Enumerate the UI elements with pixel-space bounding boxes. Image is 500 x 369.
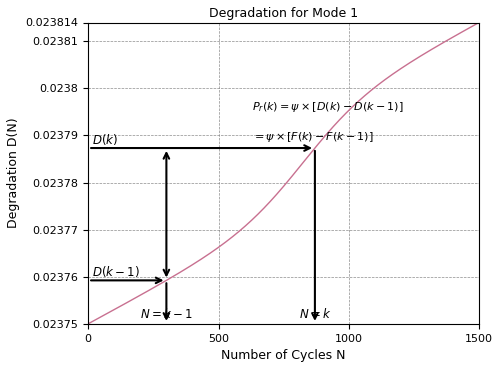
- Text: $P_r(k) = \psi\times[D(k) - D(k-1)]$: $P_r(k) = \psi\times[D(k) - D(k-1)]$: [252, 100, 404, 114]
- Text: $= \psi\times[F(k) - F(k-1)]$: $= \psi\times[F(k) - F(k-1)]$: [252, 130, 374, 144]
- X-axis label: Number of Cycles N: Number of Cycles N: [222, 349, 346, 362]
- Text: $N=k-1$: $N=k-1$: [140, 307, 193, 321]
- Title: Degradation for Mode 1: Degradation for Mode 1: [209, 7, 358, 20]
- Text: $N=k$: $N=k$: [298, 307, 331, 321]
- Text: $D(k-1)$: $D(k-1)$: [92, 264, 140, 279]
- Y-axis label: Degradation D(N): Degradation D(N): [7, 118, 20, 228]
- Text: $D(k)$: $D(k)$: [92, 132, 118, 147]
